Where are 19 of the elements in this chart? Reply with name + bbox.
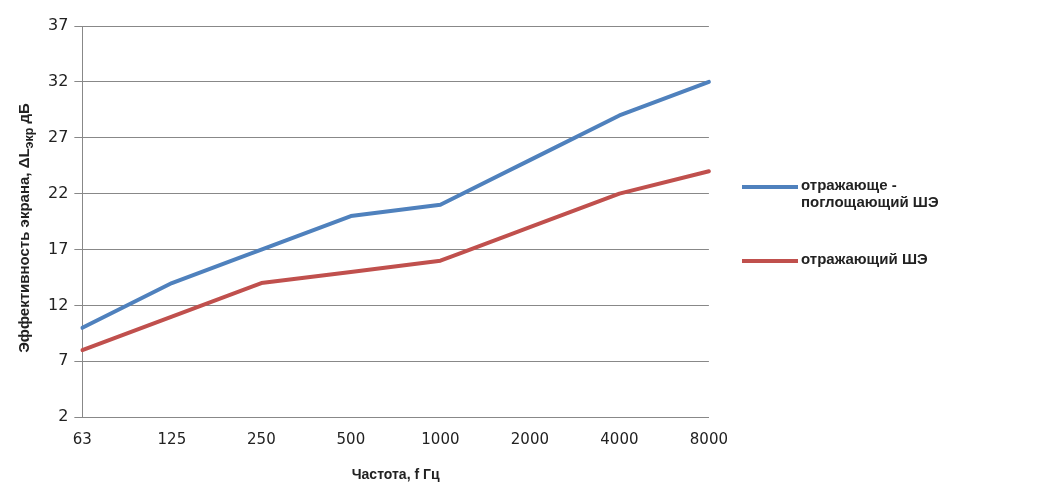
x-tick-label: 2000 (510, 430, 549, 449)
legend-label: отражающе - поглощающий ШЭ (801, 175, 940, 210)
y-tick-label: 2 (58, 406, 69, 426)
y-tick-label: 12 (48, 294, 69, 314)
legend-label: отражающий ШЭ (801, 249, 929, 267)
x-tick-label: 250 (247, 430, 276, 449)
x-tick-label: 8000 (689, 430, 729, 449)
y-tick-label: 7 (58, 350, 69, 370)
x-tick-label: 1000 (421, 430, 460, 449)
x-tick-label: 4000 (600, 430, 639, 449)
x-tick-label: 500 (336, 430, 366, 449)
y-tick-label: 27 (48, 126, 69, 146)
x-axis-title: Частота, f Гц (351, 466, 440, 483)
x-tick-label: 125 (157, 430, 187, 449)
y-tick-label: 37 (48, 15, 69, 35)
y-tick-label: 22 (48, 182, 69, 202)
y-tick-label: 17 (48, 238, 69, 258)
y-tick-label: 32 (48, 71, 69, 91)
x-tick-label: 63 (72, 430, 92, 449)
